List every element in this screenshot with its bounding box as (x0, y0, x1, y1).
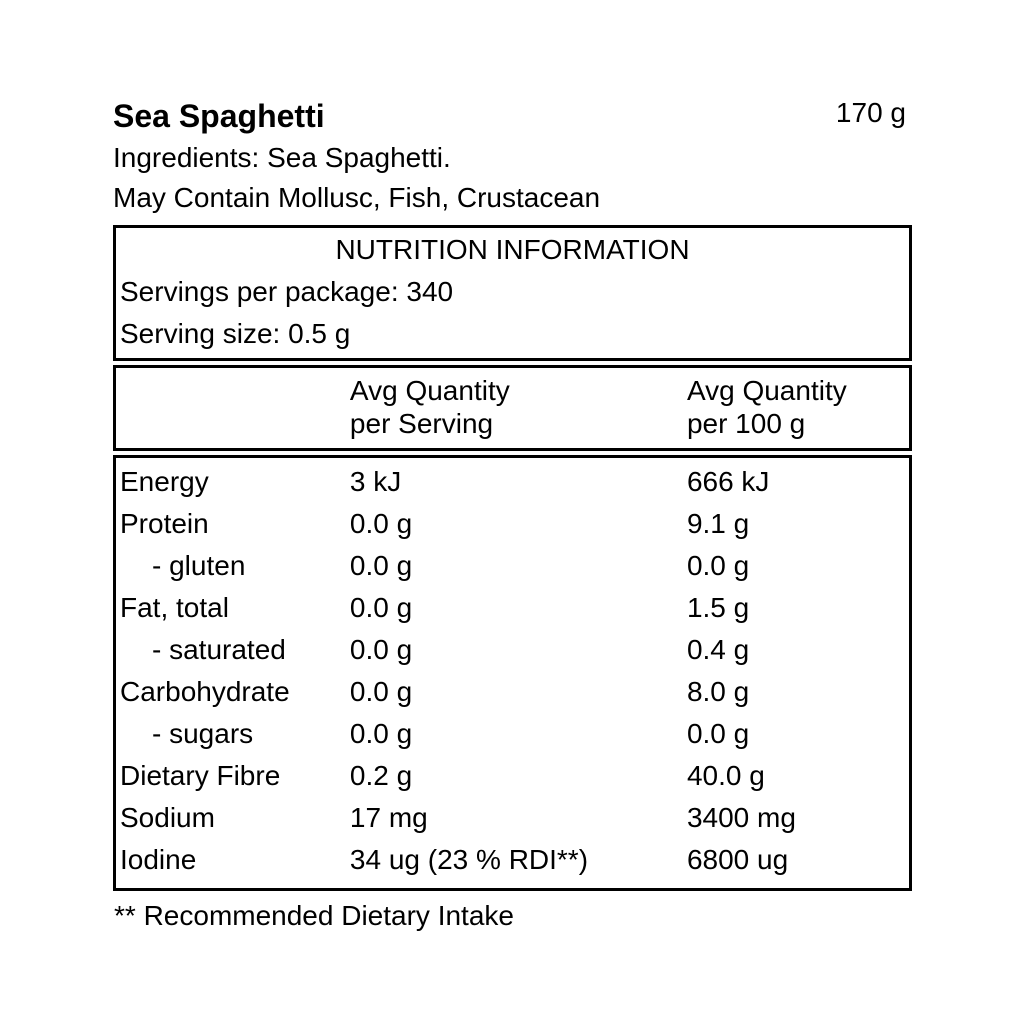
value-per-100g: 40.0 g (686, 760, 765, 791)
table-row: Carbohydrate 0.0 g 8.0 g (116, 671, 909, 713)
value-per-serving: 3 kJ (349, 466, 402, 497)
table-row: Dietary Fibre 0.2 g 40.0 g (116, 755, 909, 797)
nutrient-name: - sugars (152, 718, 254, 749)
nutrient-name: - gluten (152, 550, 246, 581)
table-row: - sugars 0.0 g 0.0 g (116, 713, 909, 755)
product-title: Sea Spaghetti (113, 98, 325, 134)
nutrition-label: Sea Spaghetti 170 g Ingredients: Sea Spa… (113, 96, 912, 934)
table-row: Sodium 17 mg 3400 mg (116, 797, 909, 839)
ingredients-line: Ingredients: Sea Spaghetti. (113, 138, 912, 178)
value-per-100g: 0.0 g (686, 718, 750, 749)
column-header-row: Avg Quantity per Serving Avg Quantity pe… (116, 374, 909, 440)
nutrient-name: Fat, total (120, 592, 229, 623)
ingredients-label: Ingredients: (113, 142, 260, 173)
value-per-100g: 666 kJ (686, 466, 770, 497)
value-per-100g: 8.0 g (686, 676, 750, 707)
value-per-100g: 9.1 g (686, 508, 750, 539)
col-header-per-100g-line2: per 100 g (686, 408, 806, 439)
serving-size-value: 0.5 g (288, 318, 351, 349)
table-row: Iodine 34 ug (23 % RDI**) 6800 ug (116, 839, 909, 881)
table-row: Energy 3 kJ 666 kJ (116, 461, 909, 503)
col-header-per-100g-line1: Avg Quantity (686, 375, 847, 406)
servings-per-package-line: Servings per package: 340 (116, 271, 909, 313)
label-header: Sea Spaghetti 170 g (113, 96, 912, 138)
value-per-100g: 1.5 g (686, 592, 750, 623)
table-row: Fat, total 0.0 g 1.5 g (116, 587, 909, 629)
nutrient-name: Energy (120, 466, 209, 497)
net-weight: 170 g (835, 97, 906, 128)
table-row: - gluten 0.0 g 0.0 g (116, 545, 909, 587)
servings-per-package-label: Servings per package: (120, 276, 399, 307)
rdi-footnote: ** Recommended Dietary Intake (114, 900, 514, 931)
nutrient-name: - saturated (152, 634, 286, 665)
value-per-100g: 6800 ug (686, 844, 789, 875)
nutrient-name: Dietary Fibre (120, 760, 281, 791)
value-per-serving: 17 mg (349, 802, 428, 833)
nutrient-name: Protein (120, 508, 209, 539)
col-header-per-serving-line2: per Serving (349, 408, 494, 439)
value-per-serving: 0.0 g (349, 676, 413, 707)
nutrient-name: Iodine (120, 844, 197, 875)
serving-size-line: Serving size: 0.5 g (116, 313, 909, 355)
col-header-per-serving-line1: Avg Quantity (349, 375, 510, 406)
col-header-per-serving: Avg Quantity per Serving (350, 374, 687, 440)
value-per-serving: 0.0 g (349, 718, 413, 749)
value-per-100g: 0.0 g (686, 550, 750, 581)
value-per-serving: 0.2 g (349, 760, 413, 791)
column-header-box: Avg Quantity per Serving Avg Quantity pe… (113, 365, 912, 451)
ingredients-value: Sea Spaghetti. (267, 142, 451, 173)
value-per-serving: 0.0 g (349, 550, 413, 581)
nutrition-information-title: NUTRITION INFORMATION (335, 234, 690, 265)
value-per-100g: 3400 mg (686, 802, 796, 833)
table-row: Protein 0.0 g 9.1 g (116, 503, 909, 545)
value-per-serving: 0.0 g (349, 592, 413, 623)
allergen-line: May Contain Mollusc, Fish, Crustacean (113, 182, 601, 213)
value-per-100g: 0.4 g (686, 634, 750, 665)
nutrient-table-box: Energy 3 kJ 666 kJ Protein 0.0 g 9.1 g -… (113, 455, 912, 891)
value-per-serving: 0.0 g (349, 508, 413, 539)
value-per-serving: 34 ug (23 % RDI**) (349, 844, 589, 875)
serving-size-label: Serving size: (120, 318, 281, 349)
servings-per-package-value: 340 (406, 276, 454, 307)
nutrient-column-spacer (116, 374, 350, 440)
nutrient-name: Sodium (120, 802, 215, 833)
nutrient-name: Carbohydrate (120, 676, 290, 707)
value-per-serving: 0.0 g (349, 634, 413, 665)
col-header-per-100g: Avg Quantity per 100 g (687, 374, 909, 440)
nutrition-info-box: NUTRITION INFORMATION Servings per packa… (113, 225, 912, 361)
table-row: - saturated 0.0 g 0.4 g (116, 629, 909, 671)
